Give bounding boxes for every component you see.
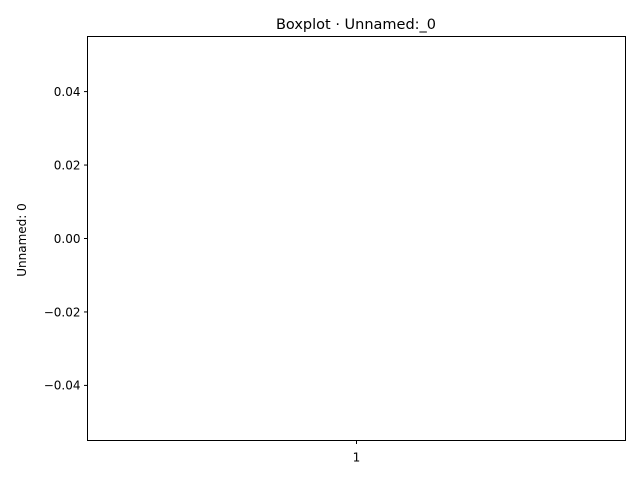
y-tick-label: 0.02 [54,158,81,172]
plot-area [87,36,626,441]
x-tick-label: 1 [353,451,361,465]
y-tick-label: 0.04 [54,85,81,99]
y-axis-label: Unnamed: 0 [15,203,29,277]
y-tick-label: −0.02 [44,305,81,319]
y-axis-ticks: −0.04 −0.02 0.00 0.02 0.04 [44,85,88,393]
plot-frame [87,36,626,441]
x-axis-ticks: 1 [353,440,361,465]
y-tick-label: −0.04 [44,379,81,393]
chart-title: Boxplot · Unnamed:_0 [276,17,436,33]
y-tick-label: 0.00 [54,232,81,246]
